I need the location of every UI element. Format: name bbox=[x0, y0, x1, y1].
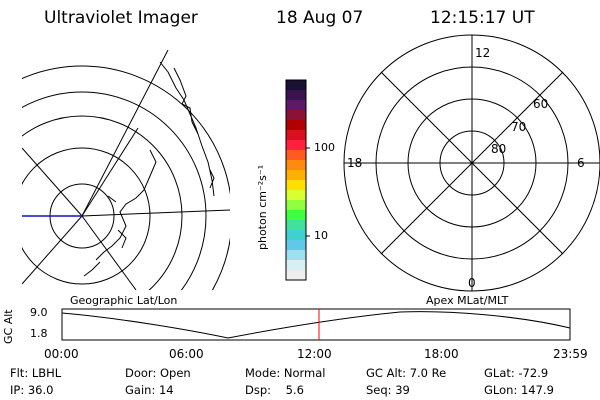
colorbar-swatch bbox=[286, 80, 306, 91]
colorbar-swatch bbox=[286, 120, 306, 131]
timeline-xtick-2: 12:00 bbox=[297, 347, 332, 361]
lon-line-2 bbox=[81, 209, 230, 217]
status-flt: Flt: LBHL bbox=[10, 366, 62, 380]
colorbar-swatch bbox=[286, 160, 306, 171]
lon-line-6 bbox=[81, 215, 137, 290]
mlt-line-diag-2 bbox=[380, 71, 564, 255]
mlt-label-top: 12 bbox=[475, 46, 491, 60]
colorbar-swatch bbox=[286, 150, 306, 161]
colorbar-tick-100: 100 bbox=[314, 141, 335, 154]
timeline-ytick-bottom: 1.8 bbox=[30, 327, 48, 340]
mlt-label-right: 6 bbox=[577, 156, 585, 170]
timeline-frame bbox=[61, 308, 571, 341]
mlt-label-bottom: 0 bbox=[468, 276, 476, 290]
status-door: Door: Open bbox=[125, 366, 191, 380]
timeline-xtick-4: 23:59 bbox=[553, 347, 588, 361]
colorbar-swatch bbox=[286, 130, 306, 141]
left-map-caption: Geographic Lat/Lon bbox=[70, 294, 178, 307]
coastline bbox=[83, 61, 215, 277]
colorbar-swatch bbox=[286, 250, 306, 261]
colorbar-swatch bbox=[286, 230, 306, 241]
lat-circle-4 bbox=[22, 91, 207, 290]
timeline-ytick-top: 9.0 bbox=[30, 306, 48, 319]
timeline-xtick-1: 06:00 bbox=[169, 347, 204, 361]
mlat-label-80: 80 bbox=[491, 142, 507, 156]
instrument-title: Ultraviolet Imager bbox=[44, 8, 198, 28]
right-map-caption: Apex MLat/MLT bbox=[426, 294, 509, 307]
lat-circle-2 bbox=[22, 147, 151, 285]
status-mode: Mode: Normal bbox=[245, 366, 326, 380]
colorbar-frame bbox=[285, 79, 307, 281]
status-seq: Seq: 39 bbox=[366, 383, 410, 397]
colorbar-swatch bbox=[286, 140, 306, 151]
colorbar-swatch bbox=[286, 110, 306, 121]
lat-circle-3 bbox=[22, 115, 183, 290]
colorbar-swatch bbox=[286, 170, 306, 181]
altitude-curve bbox=[61, 311, 571, 339]
status-gc-alt: GC Alt: 7.0 Re bbox=[366, 366, 447, 380]
lat-circle-5 bbox=[22, 65, 230, 290]
observation-date: 18 Aug 07 bbox=[276, 8, 364, 28]
colorbar-swatch bbox=[286, 210, 306, 221]
lon-line-1 bbox=[81, 50, 169, 217]
lon-line-3 bbox=[81, 127, 139, 217]
mlat-label-70: 70 bbox=[511, 120, 527, 134]
timeline-xtick-3: 18:00 bbox=[424, 347, 459, 361]
colorbar-swatch bbox=[286, 190, 306, 201]
mlt-label-left: 18 bbox=[347, 156, 363, 170]
colorbar-swatch bbox=[286, 220, 306, 231]
status-gain: Gain: 14 bbox=[125, 383, 174, 397]
lon-line-4 bbox=[22, 147, 83, 217]
status-ip: IP: 36.0 bbox=[10, 383, 54, 397]
colorbar-swatch bbox=[286, 240, 306, 251]
colorbar-swatch bbox=[286, 90, 306, 101]
observation-time: 12:15:17 UT bbox=[430, 8, 535, 28]
status-glat: GLat: -72.9 bbox=[484, 366, 549, 380]
lon-line-5 bbox=[22, 215, 83, 285]
status-glon: GLon: 147.9 bbox=[484, 383, 554, 397]
colorbar-swatch bbox=[286, 260, 306, 271]
mlat-label-60: 60 bbox=[533, 97, 549, 111]
status-dsp: Dsp: 5.6 bbox=[245, 383, 304, 397]
colorbar-swatch bbox=[286, 100, 306, 111]
colorbar-swatch bbox=[286, 270, 306, 281]
colorbar-swatch bbox=[286, 200, 306, 211]
timeline-xtick-0: 00:00 bbox=[44, 347, 79, 361]
colorbar-tick-10: 10 bbox=[314, 229, 328, 242]
colorbar-swatch bbox=[286, 180, 306, 191]
